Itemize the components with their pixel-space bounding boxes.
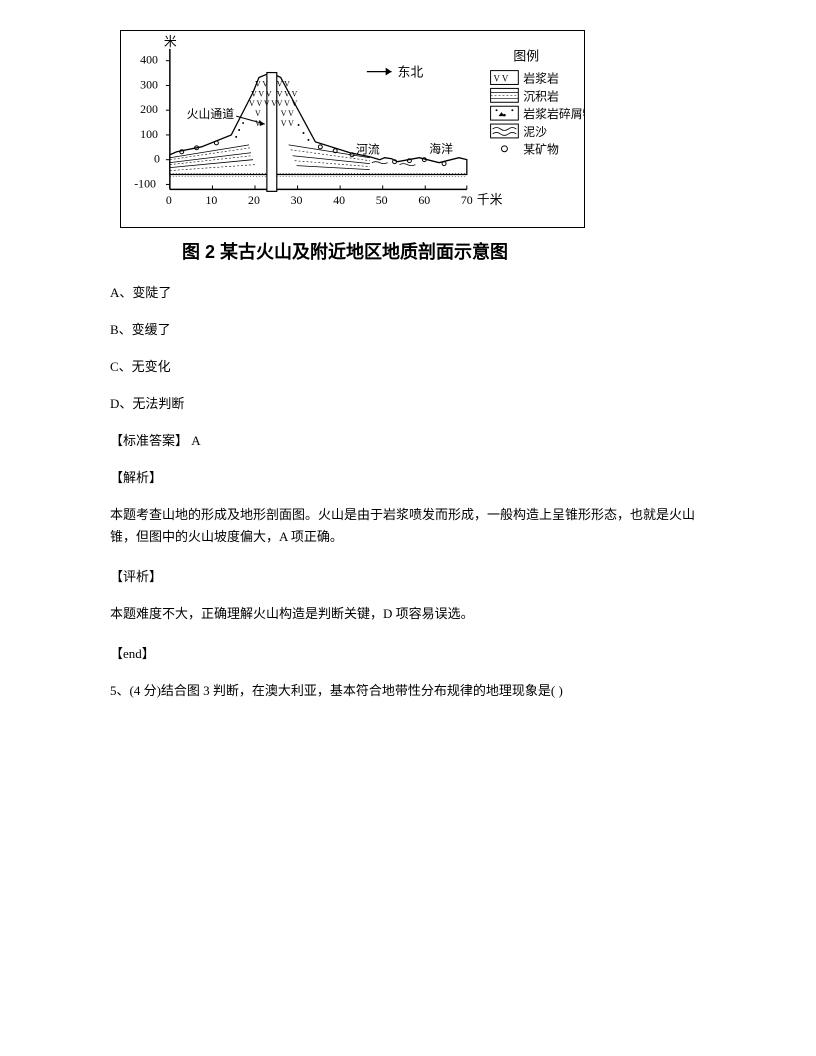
legend-label: 泥沙	[523, 125, 547, 139]
ocean-label: 海洋	[429, 142, 453, 156]
northeast-label: 东北	[398, 66, 424, 80]
y-tick: -100	[134, 176, 156, 190]
svg-text:V V: V V	[494, 73, 509, 83]
svg-text:V V V V: V V V V	[249, 99, 277, 108]
x-tick: 0	[166, 193, 172, 207]
svg-text:V V V: V V V	[277, 89, 298, 98]
analysis-text: 本题考查山地的形成及地形剖面图。火山是由于岩浆喷发而形成，一般构造上呈锥形形态，…	[110, 504, 706, 548]
svg-text:V V: V V	[281, 119, 294, 128]
x-tick: 70	[461, 193, 473, 207]
x-axis-label: 千米	[477, 193, 503, 207]
y-tick: 100	[140, 127, 158, 141]
option-c: C、无变化	[110, 356, 706, 375]
x-tick: 40	[333, 193, 345, 207]
x-tick: 10	[206, 193, 218, 207]
y-tick: 400	[140, 53, 158, 67]
y-tick: 200	[140, 102, 158, 116]
comment-text: 本题难度不大，正确理解火山构造是判断关键，D 项容易误选。	[110, 603, 706, 625]
svg-text:V V V: V V V	[277, 99, 298, 108]
y-axis-label: 米	[164, 35, 177, 49]
question-5: 5、(4 分)结合图 3 判断，在澳大利亚，基本符合地带性分布规律的地理现象是(…	[110, 680, 706, 702]
legend-label: 某矿物	[523, 143, 559, 157]
y-tick: 0	[154, 152, 160, 166]
diagram-container: 米 400 300 200 100 0 -100 0 10 20 30 40 5…	[120, 30, 590, 228]
figure-caption: 图 2 某古火山及附近地区地质剖面示意图	[110, 238, 580, 264]
end-label: 【end】	[110, 643, 706, 662]
legend-title: 图例	[513, 50, 539, 64]
option-b: B、变缓了	[110, 319, 706, 338]
x-tick: 20	[248, 193, 260, 207]
volcano-cross-section-diagram: 米 400 300 200 100 0 -100 0 10 20 30 40 5…	[120, 30, 585, 228]
x-tick: 50	[376, 193, 388, 207]
comment-label: 【评析】	[110, 566, 706, 585]
analysis-label: 【解析】	[110, 467, 706, 486]
legend-label: 岩浆岩碎屑物	[523, 107, 585, 121]
y-tick: 300	[140, 77, 158, 91]
option-a: A、变陡了	[110, 282, 706, 301]
x-tick: 30	[291, 193, 303, 207]
svg-text:V V: V V	[255, 79, 268, 88]
svg-text:V V: V V	[277, 79, 290, 88]
x-tick: 60	[418, 193, 430, 207]
river-label: 河流	[356, 143, 380, 157]
svg-text:V V V: V V V	[251, 89, 272, 98]
legend-label: 沉积岩	[523, 89, 559, 103]
svg-text:V V: V V	[281, 109, 294, 118]
svg-text:V: V	[255, 109, 261, 118]
volcano-channel-label: 火山通道	[187, 107, 235, 121]
legend-label: 岩浆岩	[523, 71, 559, 85]
option-d: D、无法判断	[110, 393, 706, 412]
answer-label: 【标准答案】 A	[110, 430, 706, 449]
